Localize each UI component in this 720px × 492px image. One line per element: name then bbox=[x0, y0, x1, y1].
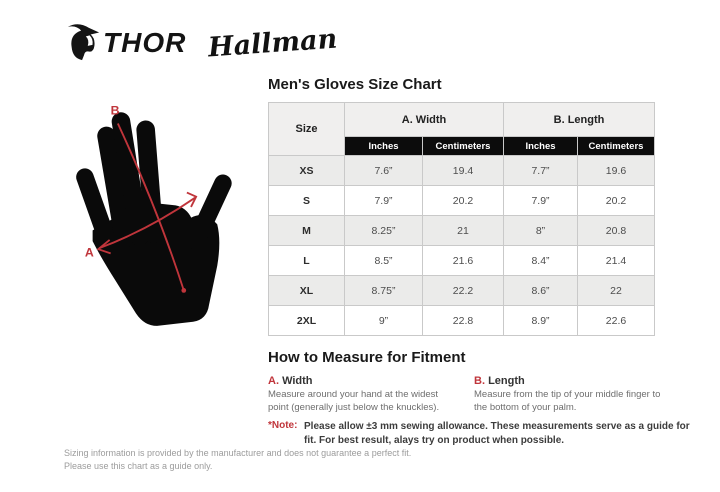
length-inches-cell: 7.7” bbox=[503, 155, 578, 186]
size-chart-section: Men's Gloves Size Chart Size A. Width B.… bbox=[268, 76, 656, 336]
measure-width-description: Measure around your hand at the widest p… bbox=[268, 389, 440, 413]
table-row-2xl: 2XL 9” 22.8 8.9” 22.6 bbox=[268, 305, 655, 336]
width-inches-cell: 8.75” bbox=[344, 275, 423, 306]
length-cm-cell: 20.2 bbox=[577, 185, 655, 216]
width-measure-line-a bbox=[98, 196, 196, 250]
length-inches-cell: 7.9” bbox=[503, 185, 578, 216]
fit-note-text: Please allow ±3 mm sewing allowance. The… bbox=[304, 421, 690, 446]
length-cm-cell: 19.6 bbox=[577, 155, 655, 186]
line-b-endpoint bbox=[181, 288, 187, 293]
measure-length-description: Measure from the tip of your middle fing… bbox=[474, 389, 661, 413]
size-cell: M bbox=[268, 215, 345, 246]
width-inches-cell: 8.25” bbox=[344, 215, 423, 246]
width-inches-cell: 9” bbox=[344, 305, 423, 336]
size-cell: S bbox=[268, 185, 345, 216]
thor-logo: THOR bbox=[64, 24, 186, 62]
length-cm-cell: 20.8 bbox=[577, 215, 655, 246]
hallman-logo-text: Hallman bbox=[207, 23, 339, 63]
fit-note-label: *Note: bbox=[268, 420, 298, 431]
width-inches-cell: 7.9” bbox=[344, 185, 423, 216]
fit-note: *Note: Please allow ±3 mm sewing allowan… bbox=[268, 420, 702, 448]
sizing-disclaimer: Sizing information is provided by the ma… bbox=[64, 447, 411, 472]
size-chart-title: Men's Gloves Size Chart bbox=[268, 76, 442, 93]
col-header-width-group: A. Width bbox=[344, 102, 504, 137]
label-a: A bbox=[85, 245, 94, 259]
length-inches-cell: 8.6” bbox=[503, 275, 578, 306]
width-cm-cell: 22.8 bbox=[422, 305, 504, 336]
size-cell: L bbox=[268, 245, 345, 276]
size-cell: XL bbox=[268, 275, 345, 306]
disclaimer-line-1: Sizing information is provided by the ma… bbox=[64, 448, 412, 458]
length-inches-cell: 8.4” bbox=[503, 245, 578, 276]
measure-item-width: A. Width Measure around your hand at the… bbox=[268, 375, 458, 415]
how-to-measure-title: How to Measure for Fitment bbox=[268, 349, 466, 366]
length-cm-cell: 21.4 bbox=[577, 245, 655, 276]
thor-helmet-icon bbox=[67, 24, 100, 61]
how-to-measure-section: How to Measure for Fitment A. Width Meas… bbox=[268, 349, 704, 415]
width-inches-cell: 8.5” bbox=[344, 245, 423, 276]
size-cell: XS bbox=[268, 155, 345, 186]
width-cm-cell: 21 bbox=[422, 215, 504, 246]
col-subheader-width-inches: Inches bbox=[344, 136, 423, 156]
length-cm-cell: 22.6 bbox=[577, 305, 655, 336]
size-cell: 2XL bbox=[268, 305, 345, 336]
table-row-xs: XS 7.6” 19.4 7.7” 19.6 bbox=[268, 155, 655, 186]
thor-logo-text: THOR bbox=[103, 27, 187, 58]
col-subheader-width-centimeters: Centimeters bbox=[422, 136, 504, 156]
size-table: Size A. Width B. Length Inches Centimete… bbox=[268, 102, 655, 336]
width-cm-cell: 20.2 bbox=[422, 185, 504, 216]
length-inches-cell: 8” bbox=[503, 215, 578, 246]
table-row-m: M 8.25” 21 8” 20.8 bbox=[268, 215, 655, 246]
table-row-xl: XL 8.75” 22.2 8.6” 22 bbox=[268, 275, 655, 306]
width-inches-cell: 7.6” bbox=[344, 155, 423, 186]
glove-measurement-diagram: A B bbox=[54, 84, 260, 332]
table-row-s: S 7.9” 20.2 7.9” 20.2 bbox=[268, 185, 655, 216]
col-subheader-length-centimeters: Centimeters bbox=[577, 136, 655, 156]
measure-length-word: Length bbox=[488, 375, 525, 387]
table-row-l: L 8.5” 21.6 8.4” 21.4 bbox=[268, 245, 655, 276]
measure-length-label: B. Length bbox=[474, 375, 664, 387]
length-inches-cell: 8.9” bbox=[503, 305, 578, 336]
measure-width-label: A. Width bbox=[268, 375, 458, 387]
col-header-size: Size bbox=[268, 102, 345, 156]
col-subheader-length-inches: Inches bbox=[503, 136, 578, 156]
length-cm-cell: 22 bbox=[577, 275, 655, 306]
width-cm-cell: 19.4 bbox=[422, 155, 504, 186]
width-cm-cell: 21.6 bbox=[422, 245, 504, 276]
measure-width-word: Width bbox=[282, 375, 313, 387]
measurement-lines bbox=[96, 123, 198, 291]
disclaimer-line-2: Please use this chart as a guide only. bbox=[64, 460, 213, 471]
measure-width-key: A. bbox=[268, 375, 279, 387]
width-cm-cell: 22.2 bbox=[422, 275, 504, 306]
hand-silhouette-illustration: A B bbox=[76, 103, 232, 326]
col-header-length-group: B. Length bbox=[503, 102, 655, 137]
label-b: B bbox=[111, 103, 120, 117]
length-measure-line-b bbox=[117, 123, 185, 291]
measure-item-length: B. Length Measure from the tip of your m… bbox=[474, 375, 664, 415]
measure-length-key: B. bbox=[474, 375, 485, 387]
brand-logos: THOR Hallman bbox=[64, 23, 339, 63]
